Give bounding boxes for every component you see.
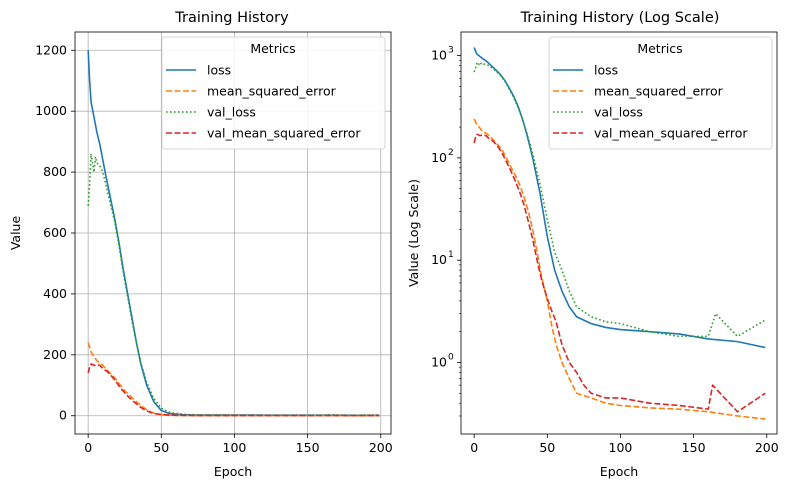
log-chart: Training History (Log Scale) 0 50 100 150 20… [406, 10, 779, 479]
legend: Metrics loss mean_squared_error val_lossva… [161, 36, 386, 150]
legend-label: val_loss [594, 105, 643, 120]
chart-title: Training History [174, 10, 289, 26]
x-tick-label: 200 [755, 440, 779, 455]
legend-label: val_mean_squared_error [594, 126, 748, 141]
x-tick-label: 0 [84, 440, 92, 455]
y-tick-label: 1000 [35, 103, 67, 118]
x-tick-label: 0 [470, 440, 478, 455]
y-tick-label: 200 [43, 347, 67, 362]
x-tick-label: 100 [223, 440, 247, 455]
legend-box [161, 36, 386, 150]
x-tick-label: 150 [682, 440, 706, 455]
y-tick-exponent: 1 [448, 250, 454, 260]
plot-frame [74, 31, 392, 435]
legend-label: mean_squared_error [594, 84, 724, 99]
y-tick-label: 600 [43, 225, 67, 240]
series-line-loss [473, 47, 766, 349]
y-axis-label: Value (Log Scale) [406, 179, 421, 287]
linear-chart: Training History 0 50 100 150 200 0 200 400 600 8… [8, 10, 393, 479]
x-tick-label: 150 [296, 440, 320, 455]
series-line-mean-squared-error [473, 118, 766, 420]
y-tick-label: 800 [43, 164, 67, 179]
y-axis-label: Value [8, 216, 23, 251]
y-tick-label: 0 [59, 408, 67, 423]
legend-label: val_loss [207, 105, 256, 120]
series-line-val-loss [87, 153, 380, 416]
legend-label: mean_squared_error [207, 84, 337, 99]
y-tick-label: 400 [43, 286, 67, 301]
chart-title: Training History (Log Scale) [520, 10, 720, 26]
y-tick-label: 10 [431, 48, 447, 63]
series-line-val-mean-squared-error [473, 133, 766, 413]
legend-title: Metrics [637, 41, 682, 56]
x-axis-label: Epoch [214, 464, 252, 479]
legend-label: loss [594, 63, 618, 78]
y-tick-label: 10 [431, 252, 447, 267]
x-axis-label: Epoch [600, 464, 638, 479]
legend-label: val_mean_squared_error [207, 126, 361, 141]
y-tick-label: 10 [431, 150, 447, 165]
series-line-val-mean-squared-error [87, 363, 380, 417]
x-tick-label: 200 [369, 440, 393, 455]
y-tick-exponent: 3 [448, 46, 454, 56]
legend-label: loss [207, 63, 231, 78]
y-tick-label: 1200 [35, 42, 67, 57]
x-tick-label: 100 [609, 440, 633, 455]
legend-box [548, 36, 773, 150]
y-tick-exponent: 2 [448, 148, 454, 158]
legend: Metrics loss mean_squared_error val_lossva… [548, 36, 773, 150]
y-tick-exponent: 0 [448, 352, 454, 362]
series-line-val-loss [473, 61, 766, 338]
legend-title: Metrics [250, 41, 295, 56]
series-line-mean-squared-error [87, 342, 380, 417]
y-tick-label: 10 [431, 354, 447, 369]
plot-frame [460, 31, 778, 435]
x-tick-label: 50 [539, 440, 555, 455]
x-tick-label: 50 [153, 440, 169, 455]
